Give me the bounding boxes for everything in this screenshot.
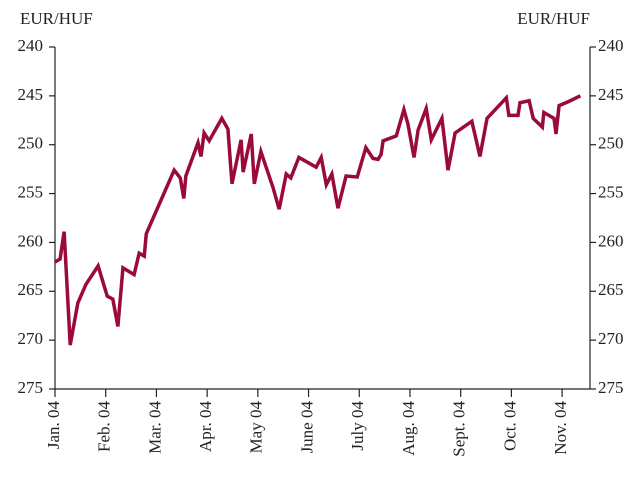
y-tick-label: 245 — [18, 85, 44, 104]
x-tick-label: Oct. 04 — [500, 401, 519, 452]
y2-tick-label: 240 — [598, 36, 624, 55]
y2-tick-label: 260 — [598, 231, 624, 250]
y2-axis-label: EUR/HUF — [517, 9, 590, 28]
x-tick-label: Aug. 04 — [399, 401, 418, 456]
y-tick-label: 240 — [18, 36, 44, 55]
y-tick-label: 260 — [18, 231, 44, 250]
x-tick-label: Sept. 04 — [450, 401, 469, 457]
y-tick-label: 250 — [18, 134, 44, 153]
x-tick-label: June 04 — [297, 401, 316, 454]
y-tick-label: 270 — [18, 329, 44, 348]
y2-tick-label: 275 — [598, 378, 624, 397]
y2-tick-label: 270 — [598, 329, 624, 348]
x-tick-label: Jan. 04 — [44, 401, 63, 450]
y-tick-label: 275 — [18, 378, 44, 397]
y2-tick-label: 265 — [598, 280, 624, 299]
line-series — [54, 93, 582, 346]
y2-tick-label: 245 — [598, 85, 624, 104]
y-tick-label: 255 — [18, 182, 44, 201]
y2-tick-label: 250 — [598, 134, 624, 153]
y-axis-label: EUR/HUF — [20, 9, 93, 28]
x-tick-label: Mar. 04 — [145, 401, 164, 454]
y2-tick-label: 255 — [598, 182, 624, 201]
x-tick-label: May 04 — [247, 401, 266, 454]
x-tick-label: Feb. 04 — [95, 401, 114, 453]
x-tick-label: July 04 — [348, 401, 367, 451]
y-tick-label: 265 — [18, 280, 44, 299]
x-tick-label: Apr. 04 — [196, 401, 215, 453]
x-tick-label: Nov. 04 — [551, 401, 570, 455]
